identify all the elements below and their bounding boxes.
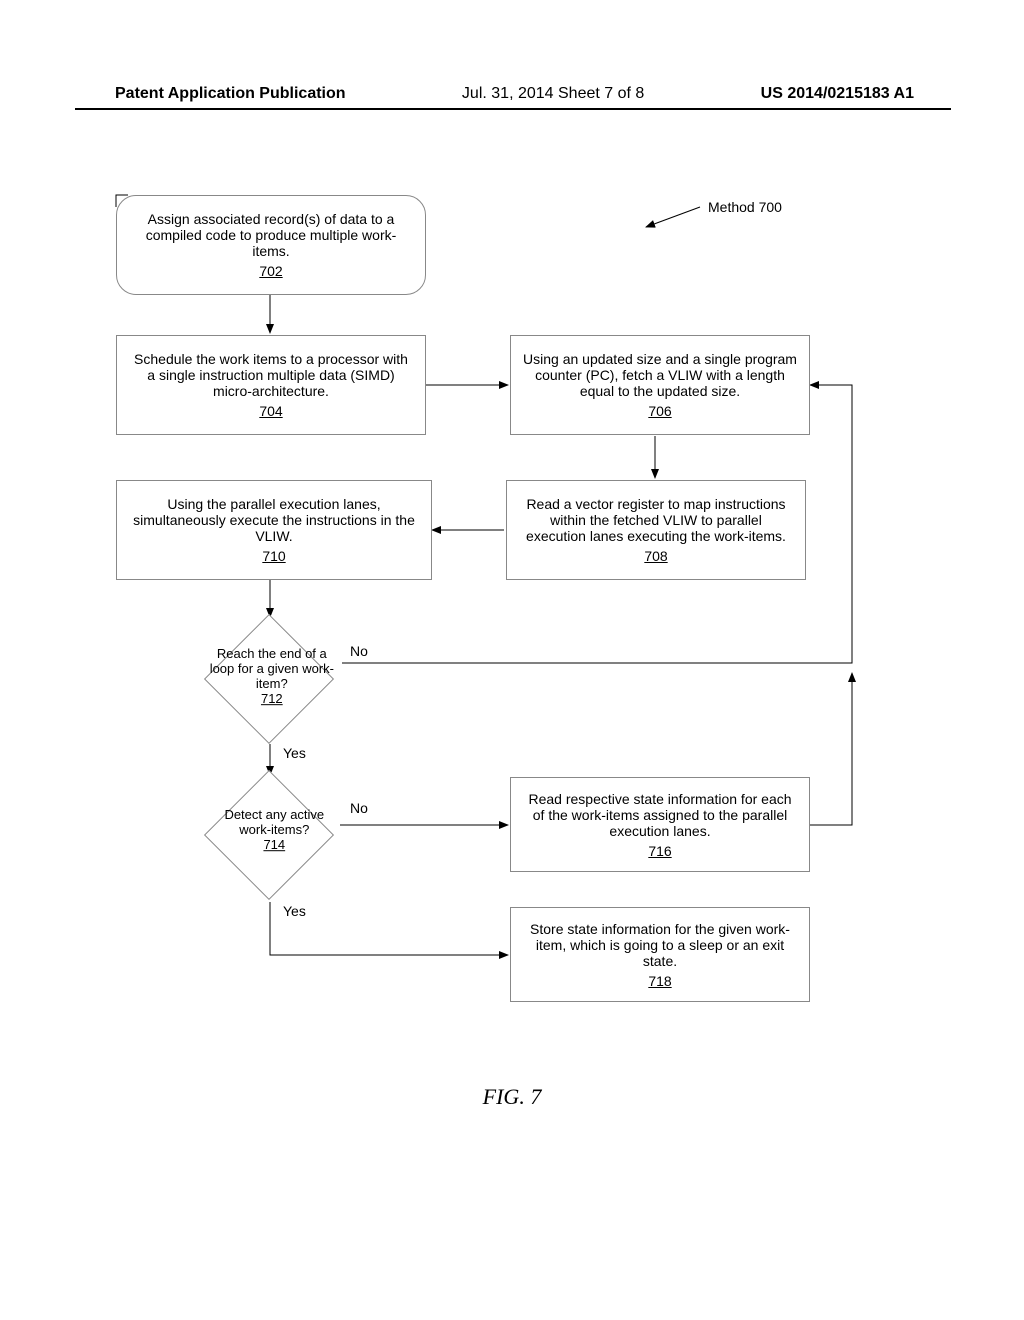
node-702-num: 702 xyxy=(259,263,282,279)
page-header: Patent Application Publication Jul. 31, … xyxy=(0,85,1024,103)
node-712-num: 712 xyxy=(261,691,283,706)
node-716: Read respective state information for ea… xyxy=(510,777,810,872)
node-704-text: Schedule the work items to a processor w… xyxy=(129,351,413,399)
node-712: Reach the end of a loop for a given work… xyxy=(204,614,334,744)
node-706: Using an updated size and a single progr… xyxy=(510,335,810,435)
node-710-num: 710 xyxy=(262,548,285,564)
header-right: US 2014/0215183 A1 xyxy=(761,85,914,103)
label-712-yes: Yes xyxy=(283,745,306,761)
method-label: Method 700 xyxy=(708,199,782,215)
node-712-text: Reach the end of a loop for a given work… xyxy=(210,646,334,691)
node-710: Using the parallel execution lanes, simu… xyxy=(116,480,432,580)
node-716-text: Read respective state information for ea… xyxy=(523,791,797,839)
node-706-text: Using an updated size and a single progr… xyxy=(523,351,797,399)
node-710-text: Using the parallel execution lanes, simu… xyxy=(129,496,419,544)
node-714: Detect any active work-items? 714 xyxy=(204,770,334,900)
node-706-num: 706 xyxy=(648,403,671,419)
node-704: Schedule the work items to a processor w… xyxy=(116,335,426,435)
node-708-num: 708 xyxy=(644,548,667,564)
node-718: Store state information for the given wo… xyxy=(510,907,810,1002)
node-708: Read a vector register to map instructio… xyxy=(506,480,806,580)
node-708-text: Read a vector register to map instructio… xyxy=(519,496,793,544)
node-716-num: 716 xyxy=(648,843,671,859)
header-line xyxy=(75,108,951,110)
header-center: Jul. 31, 2014 Sheet 7 of 8 xyxy=(462,85,644,103)
node-718-text: Store state information for the given wo… xyxy=(523,921,797,969)
header-left: Patent Application Publication xyxy=(115,85,346,103)
node-704-num: 704 xyxy=(259,403,282,419)
node-714-num: 714 xyxy=(263,837,285,852)
node-718-num: 718 xyxy=(648,973,671,989)
label-714-no: No xyxy=(350,800,368,816)
label-714-yes: Yes xyxy=(283,903,306,919)
label-712-no: No xyxy=(350,643,368,659)
node-714-text: Detect any active work-items? xyxy=(224,807,324,837)
figure-label: FIG. 7 xyxy=(483,1084,542,1110)
node-702-text: Assign associated record(s) of data to a… xyxy=(129,211,413,259)
flowchart-diagram: Method 700 Assign associated record(s) o… xyxy=(110,185,944,1220)
node-702: Assign associated record(s) of data to a… xyxy=(116,195,426,295)
